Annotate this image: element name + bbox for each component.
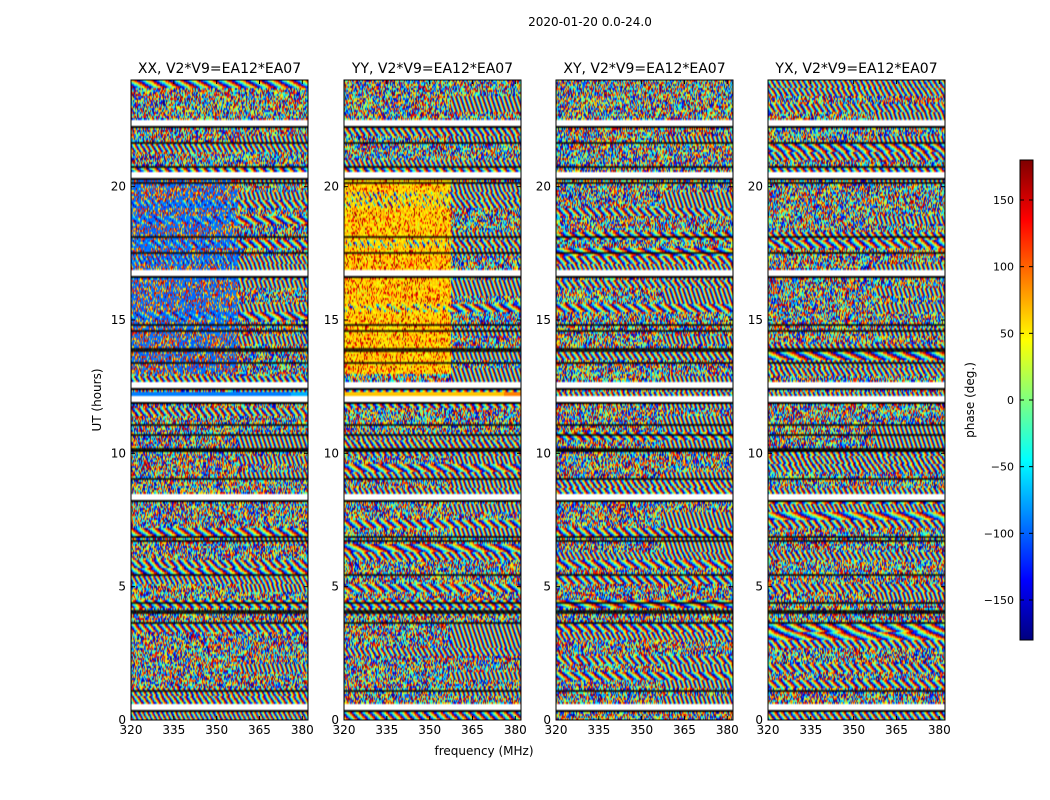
x-tick-label: 380 bbox=[291, 723, 314, 737]
x-tick-label: 365 bbox=[673, 723, 696, 737]
colorbar-label: phase (deg.) bbox=[963, 362, 977, 438]
y-tick-label: 15 bbox=[748, 313, 763, 327]
y-tick-label: 20 bbox=[324, 180, 339, 194]
y-tick-label: 10 bbox=[748, 446, 763, 460]
y-tick-label: 5 bbox=[543, 580, 551, 594]
x-axis-label: frequency (MHz) bbox=[434, 744, 533, 758]
colorbar-tick-label: −100 bbox=[984, 527, 1014, 540]
y-tick-label: 20 bbox=[748, 180, 763, 194]
phase-heatmap-yx bbox=[768, 80, 945, 720]
y-tick-label: 10 bbox=[536, 446, 551, 460]
colorbar-tick-label: 0 bbox=[1007, 394, 1014, 407]
panel-yx: YX, V2*V9=EA12*EA07 320 335 350 365 380 0 5 10 15… bbox=[748, 61, 951, 737]
phase-heatmap-yy bbox=[344, 80, 521, 720]
y-tick-label: 15 bbox=[111, 313, 126, 327]
x-tick-label: 350 bbox=[630, 723, 653, 737]
x-tick-label: 320 bbox=[333, 723, 356, 737]
x-tick-label: 365 bbox=[461, 723, 484, 737]
x-tick-label: 350 bbox=[205, 723, 228, 737]
panels: XX, V2*V9=EA12*EA07 320 335 350 365 380 0 5 10 15… bbox=[111, 61, 951, 737]
y-tick-label: 10 bbox=[324, 446, 339, 460]
phase-heatmap-xy bbox=[556, 80, 733, 720]
x-tick-label: 320 bbox=[757, 723, 780, 737]
panel-frame bbox=[767, 79, 946, 721]
figure-title: 2020-01-20 0.0-24.0 bbox=[528, 15, 652, 29]
phase-heatmap-xx bbox=[131, 80, 308, 720]
y-axis-label: UT (hours) bbox=[90, 368, 104, 431]
y-tick-label: 5 bbox=[331, 580, 339, 594]
y-tick-label: 5 bbox=[118, 580, 126, 594]
x-tick-label: 335 bbox=[587, 723, 610, 737]
colorbar-tick-label: −150 bbox=[984, 594, 1014, 607]
y-tick-label: 20 bbox=[111, 180, 126, 194]
y-tick-label: 5 bbox=[755, 580, 763, 594]
panel-title-xy: XY, V2*V9=EA12*EA07 bbox=[563, 61, 725, 77]
y-tick-label: 0 bbox=[118, 713, 126, 727]
panel-frame bbox=[555, 79, 734, 721]
x-tick-label: 380 bbox=[504, 723, 527, 737]
colorbar-tick-label: −50 bbox=[991, 461, 1014, 474]
y-tick-label: 15 bbox=[324, 313, 339, 327]
x-tick-label: 320 bbox=[545, 723, 568, 737]
y-tick-label: 20 bbox=[536, 180, 551, 194]
panel-title-xx: XX, V2*V9=EA12*EA07 bbox=[138, 61, 301, 77]
x-tick-label: 335 bbox=[375, 723, 398, 737]
x-tick-label: 380 bbox=[716, 723, 739, 737]
panel-xy: XY, V2*V9=EA12*EA07 320 335 350 365 380 0 5 10 15… bbox=[536, 61, 739, 737]
panel-title-yy: YY, V2*V9=EA12*EA07 bbox=[351, 61, 513, 77]
colorbar-tick-label: 100 bbox=[993, 261, 1014, 274]
x-tick-label: 335 bbox=[799, 723, 822, 737]
x-tick-label: 365 bbox=[885, 723, 908, 737]
panel-title-yx: YX, V2*V9=EA12*EA07 bbox=[774, 61, 937, 77]
y-tick-label: 10 bbox=[111, 446, 126, 460]
y-tick-label: 0 bbox=[755, 713, 763, 727]
colorbar[interactable]: 150 100 50 0 −50 −100 −150 phase (deg.) bbox=[963, 159, 1034, 641]
y-tick-label: 0 bbox=[331, 713, 339, 727]
x-tick-label: 350 bbox=[842, 723, 865, 737]
panel-xx: XX, V2*V9=EA12*EA07 320 335 350 365 380 0 5 10 15… bbox=[111, 61, 314, 737]
x-tick-label: 365 bbox=[248, 723, 271, 737]
x-tick-label: 380 bbox=[928, 723, 951, 737]
panel-frame bbox=[343, 79, 522, 721]
x-tick-label: 335 bbox=[162, 723, 185, 737]
y-tick-label: 0 bbox=[543, 713, 551, 727]
colorbar-tick-label: 150 bbox=[993, 194, 1014, 207]
panel-frame bbox=[130, 79, 309, 721]
x-tick-label: 320 bbox=[120, 723, 143, 737]
panel-yy: YY, V2*V9=EA12*EA07 320 335 350 365 380 0 5 10 15… bbox=[324, 61, 527, 737]
colorbar-tick-label: 50 bbox=[1000, 327, 1014, 340]
y-tick-label: 15 bbox=[536, 313, 551, 327]
x-tick-label: 350 bbox=[418, 723, 441, 737]
